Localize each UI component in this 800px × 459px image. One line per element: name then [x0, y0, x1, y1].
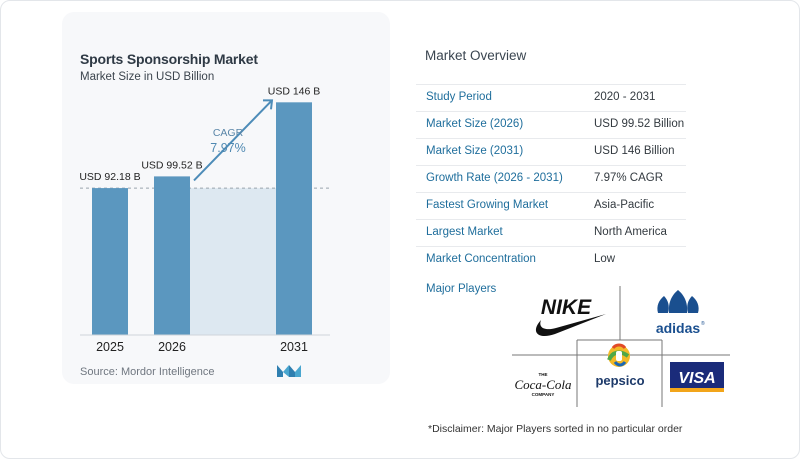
- cagr-label: CAGR: [213, 127, 244, 139]
- overview-row: Study Period 2020 - 2031: [416, 84, 686, 111]
- growth-band: [190, 188, 276, 335]
- x-tick-label: 2025: [96, 340, 124, 354]
- overview-row-value: USD 99.52 Billion: [594, 118, 685, 130]
- svg-text:VISA: VISA: [678, 370, 715, 387]
- overview-row-label: Fastest Growing Market: [426, 199, 549, 211]
- data-label: USD 146 B: [268, 85, 321, 97]
- overview-row-value: 7.97% CAGR: [594, 172, 664, 184]
- bar-2026: [154, 176, 190, 335]
- overview-row: Market Concentration Low: [416, 246, 686, 273]
- overview-row: Fastest Growing Market Asia-Pacific: [416, 192, 686, 219]
- overview-row-label: Largest Market: [426, 226, 503, 238]
- svg-text:NIKE: NIKE: [541, 296, 592, 319]
- source-text: Source: Mordor Intelligence: [80, 366, 215, 378]
- coca-cola-logo: THE Coca-Cola COMPANY: [514, 372, 572, 397]
- overview-row-value: Asia-Pacific: [594, 199, 655, 211]
- overview-row: Largest Market North America: [416, 219, 686, 246]
- pepsico-logo: pepsico: [595, 343, 645, 388]
- svg-text:COMPANY: COMPANY: [532, 392, 555, 397]
- x-tick-label: 2026: [158, 340, 186, 354]
- svg-text:pepsico: pepsico: [595, 373, 644, 388]
- visa-logo: VISA: [670, 362, 724, 392]
- overview-row: Market Size (2026) USD 99.52 Billion: [416, 111, 686, 138]
- mordor-intelligence-logo-icon: [277, 365, 301, 377]
- x-tick-label: 2031: [280, 340, 308, 354]
- major-players-label: Major Players: [426, 283, 497, 295]
- svg-text:THE: THE: [539, 372, 548, 377]
- overview-row-label: Growth Rate (2026 - 2031): [426, 172, 563, 184]
- overview-row-label: Study Period: [426, 91, 492, 103]
- svg-text:Coca-Cola: Coca-Cola: [514, 377, 572, 392]
- cagr-value: 7.97%: [210, 141, 245, 155]
- nike-swoosh-logo: NIKE: [535, 296, 606, 337]
- chart-subtitle: Market Size in USD Billion: [80, 71, 215, 83]
- overview-title: Market Overview: [425, 48, 527, 63]
- svg-text:®: ®: [701, 320, 705, 327]
- overview-row: Growth Rate (2026 - 2031) 7.97% CAGR: [416, 165, 686, 192]
- data-label: USD 92.18 B: [79, 171, 140, 183]
- overview-row-value: North America: [594, 226, 667, 238]
- adidas-trefoil-logo: adidas ®: [656, 290, 705, 336]
- overview-row-value: 2020 - 2031: [594, 91, 656, 103]
- bar-2025: [92, 188, 128, 335]
- data-label: USD 99.52 B: [141, 159, 202, 171]
- overview-row-value: USD 146 Billion: [594, 145, 675, 157]
- disclaimer-text: *Disclaimer: Major Players sorted in no …: [428, 423, 683, 435]
- bar-2031: [276, 102, 312, 335]
- cagr-arrow: [193, 99, 274, 182]
- overview-row-label: Market Size (2026): [426, 118, 524, 130]
- overview-row-value: Low: [594, 253, 616, 265]
- overview-row: Market Size (2031) USD 146 Billion: [416, 138, 686, 165]
- chart-title: Sports Sponsorship Market: [80, 51, 258, 67]
- overview-row-label: Market Concentration: [426, 253, 536, 265]
- svg-text:adidas: adidas: [656, 320, 701, 336]
- overview-row-label: Market Size (2031): [426, 145, 524, 157]
